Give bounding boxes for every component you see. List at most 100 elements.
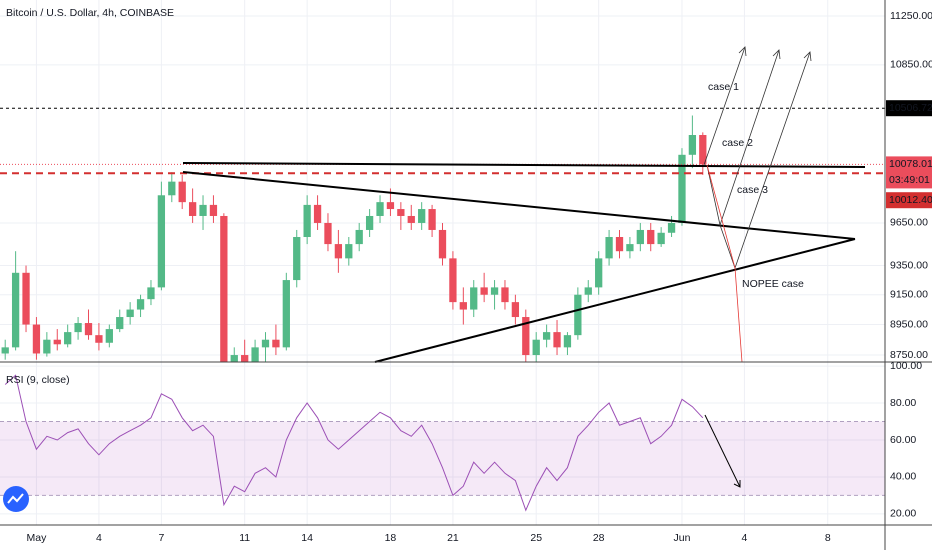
candle-body <box>22 272 30 325</box>
annotation: NOPEE case <box>742 278 804 290</box>
logo-icon <box>7 493 24 504</box>
candle-body <box>615 237 624 252</box>
x-tick-label: 14 <box>301 532 313 544</box>
arrow <box>704 414 741 488</box>
candle-body <box>157 195 166 288</box>
y-tick-label: 8750.00 <box>890 349 928 361</box>
candle-body <box>230 355 238 362</box>
y-tick-label: 8950.00 <box>890 318 928 330</box>
candle-body <box>647 229 655 245</box>
y-tick-label: 20.00 <box>890 508 916 520</box>
candle-body <box>168 181 176 196</box>
candle-body <box>407 215 415 223</box>
trend-line <box>182 171 856 240</box>
candle-body <box>657 232 665 245</box>
candle-body <box>542 332 551 340</box>
candle-body <box>480 287 488 295</box>
price-label-box <box>886 156 932 189</box>
candle-body <box>282 280 290 348</box>
y-tick-label: 40.00 <box>890 471 916 483</box>
candle-body <box>376 202 384 216</box>
axes: May 4 7 11 14 18 21 25 28 Jun 4 8 11250.00 10850.00 96… <box>27 10 932 544</box>
price-label: 10012.40 <box>889 194 932 206</box>
x-tick-label: 28 <box>593 532 605 544</box>
candle-body <box>553 332 561 348</box>
candle-body <box>147 287 155 300</box>
y-tick-label: 80.00 <box>890 397 916 409</box>
candle-body <box>1 347 9 354</box>
candle-body <box>688 135 697 155</box>
candle-body <box>355 229 363 245</box>
x-tick-label: 4 <box>96 532 102 544</box>
candle-body <box>251 347 259 362</box>
candle-body <box>595 258 603 288</box>
x-tick-label: 21 <box>447 532 459 544</box>
candle-body <box>397 209 405 216</box>
candle-body <box>678 154 686 223</box>
candle-body <box>136 299 145 310</box>
x-tick-label: May <box>27 532 48 544</box>
candle-body <box>345 244 353 259</box>
trend-line <box>374 238 856 363</box>
candle-body <box>220 215 228 362</box>
candle-body <box>511 302 520 318</box>
rsi-line <box>4 374 704 512</box>
candle-body <box>605 237 613 259</box>
arrow <box>706 164 743 363</box>
candle-body <box>303 204 311 238</box>
candle-body <box>532 339 540 356</box>
candle-body <box>11 272 20 348</box>
candle-body <box>178 181 186 203</box>
candle-body <box>199 204 207 216</box>
price-label: 10506.72 <box>889 102 932 114</box>
y-tick-label: 60.00 <box>890 434 916 446</box>
y-tick-label: 11250.00 <box>890 10 932 22</box>
candle-body <box>324 222 332 245</box>
chart-title: Bitcoin / U.S. Dollar, 4h, COINBASE <box>6 7 174 19</box>
candle-body <box>449 258 457 303</box>
candle-body <box>188 202 197 216</box>
rsi-title: RSI (9, close) <box>6 374 70 386</box>
arrow-head <box>733 480 741 488</box>
candle-body <box>574 294 582 336</box>
candle-body <box>84 323 93 336</box>
annotation: case 3 <box>737 184 768 196</box>
annotation: case 1 <box>708 81 739 93</box>
candle-body <box>209 204 218 216</box>
price-label-box <box>886 192 932 209</box>
x-tick-label: Jun <box>674 532 691 544</box>
candle-body <box>584 287 592 295</box>
y-tick-label: 9350.00 <box>890 259 928 271</box>
x-tick-label: 7 <box>158 532 164 544</box>
price-label: 10078.01 <box>889 158 932 170</box>
x-tick-label: 8 <box>825 532 831 544</box>
candle-body <box>74 323 82 333</box>
candle-body <box>64 332 72 345</box>
x-tick-label: 25 <box>530 532 542 544</box>
price-pane <box>0 107 885 362</box>
candle-body <box>365 215 374 230</box>
candle-body <box>428 209 436 230</box>
grid <box>0 0 885 525</box>
candle-body <box>490 287 499 295</box>
x-tick-label: 4 <box>742 532 748 544</box>
candle-body <box>241 355 249 362</box>
arrow-head <box>803 51 812 62</box>
candle-body <box>667 222 676 233</box>
candle-body <box>313 204 322 223</box>
y-tick-label: 9150.00 <box>890 289 928 301</box>
price-label-box <box>886 100 932 117</box>
candle-body <box>293 237 301 281</box>
y-tick-label: 9650.00 <box>890 217 928 229</box>
candle-body <box>43 339 51 354</box>
candle-body <box>626 244 634 252</box>
arrow <box>703 46 746 166</box>
candle-body <box>32 324 41 354</box>
annotation: case 2 <box>722 137 753 149</box>
candle-body <box>126 309 134 318</box>
y-tick-label: 100.00 <box>890 360 922 372</box>
candle-body <box>334 244 343 259</box>
candle-body <box>272 339 280 348</box>
arrow-head <box>738 46 747 57</box>
